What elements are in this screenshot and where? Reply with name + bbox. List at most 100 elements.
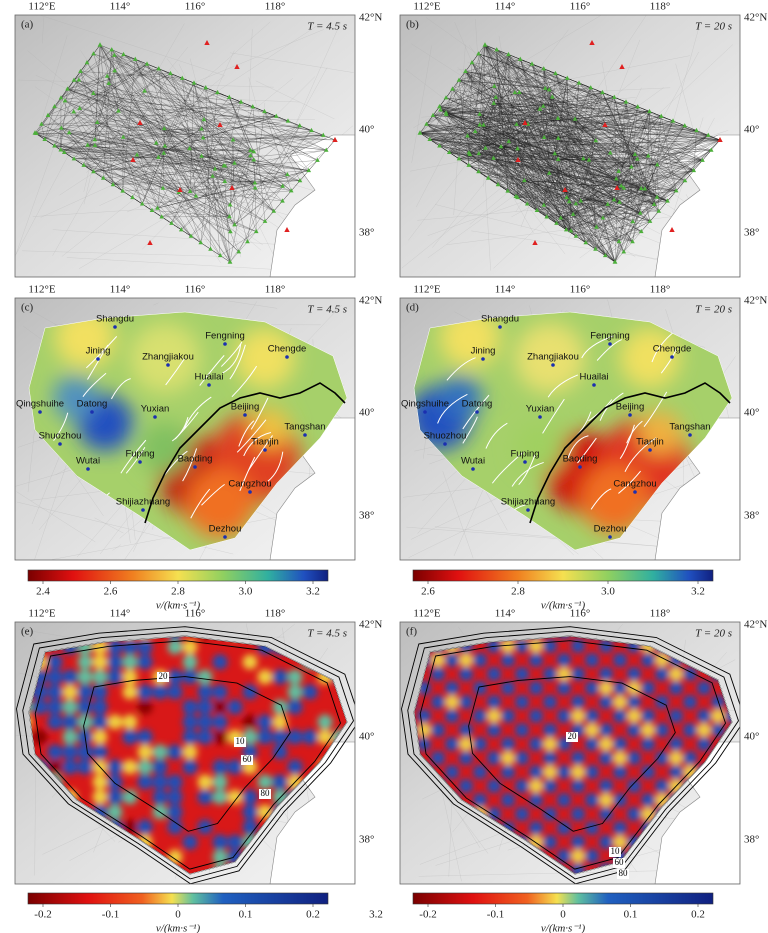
station xyxy=(621,249,627,254)
ray-path xyxy=(578,82,636,155)
blob xyxy=(212,729,228,745)
station xyxy=(248,147,253,153)
ray-path xyxy=(36,133,324,136)
blob xyxy=(613,681,627,695)
blob xyxy=(557,821,571,835)
station xyxy=(481,122,486,127)
ray-path xyxy=(602,92,645,189)
city-label: Beijing xyxy=(616,402,645,413)
blob xyxy=(152,789,168,805)
ray-path xyxy=(471,62,556,74)
blob xyxy=(571,751,585,765)
blob xyxy=(130,323,200,393)
ray-path xyxy=(484,44,516,93)
station xyxy=(491,100,497,105)
station xyxy=(673,188,679,193)
ray-path xyxy=(440,109,502,147)
blob xyxy=(627,723,641,737)
ray-path xyxy=(514,87,591,93)
ray-path xyxy=(34,132,230,217)
ray-path xyxy=(465,71,550,90)
fault xyxy=(581,335,614,359)
period-label: T = 4.5 s xyxy=(307,628,347,640)
blob xyxy=(571,779,585,793)
blob xyxy=(543,779,557,793)
city-label: Dezhou xyxy=(594,524,627,535)
colorbar-title: v/(km·s⁻¹) xyxy=(156,600,201,612)
ray-path xyxy=(632,188,642,242)
blob xyxy=(182,699,198,715)
ray-path xyxy=(97,122,327,151)
ray-path xyxy=(64,100,255,184)
blob xyxy=(272,729,288,745)
ridge xyxy=(126,154,264,213)
station xyxy=(159,214,165,219)
station-red xyxy=(717,137,723,142)
station-red xyxy=(669,227,675,232)
ray-path xyxy=(588,160,597,228)
ray-path xyxy=(67,88,239,252)
ray-path xyxy=(465,71,638,107)
station-red xyxy=(130,157,136,162)
colorbar-tick-label: 0.2 xyxy=(691,909,705,921)
station xyxy=(106,80,112,86)
lon-tick-label: 116° xyxy=(570,1,591,13)
ridge xyxy=(255,80,335,120)
blob xyxy=(62,744,78,760)
station xyxy=(568,228,574,233)
station xyxy=(52,143,57,148)
period-label: T = 20 s xyxy=(695,304,732,316)
fault xyxy=(618,470,641,494)
station xyxy=(222,178,228,184)
ray-path xyxy=(69,125,300,133)
ray-path xyxy=(60,97,114,185)
blob xyxy=(242,729,258,745)
ray-path xyxy=(515,196,603,219)
ray-path xyxy=(543,96,553,138)
map-body xyxy=(15,15,355,277)
ray-path xyxy=(79,108,254,152)
station xyxy=(605,201,610,206)
ray-path xyxy=(47,68,159,116)
ray-path xyxy=(507,137,545,192)
ray-path xyxy=(419,101,627,134)
station xyxy=(215,89,220,95)
blob xyxy=(638,411,682,455)
station xyxy=(570,211,576,216)
ray-path xyxy=(108,83,235,164)
ray-path xyxy=(54,101,242,147)
city-dot xyxy=(481,357,485,361)
station xyxy=(262,108,267,114)
blob xyxy=(212,714,228,730)
blob xyxy=(272,669,288,685)
fault xyxy=(165,357,186,386)
station xyxy=(691,167,697,173)
blob xyxy=(137,684,153,700)
station xyxy=(611,197,617,202)
station xyxy=(132,56,138,61)
ray-path xyxy=(493,158,616,263)
ray-path xyxy=(93,149,327,172)
lon-tick-label: 112°E xyxy=(28,284,55,296)
ray-path xyxy=(60,128,62,150)
station xyxy=(437,104,442,109)
station xyxy=(465,133,470,138)
blob xyxy=(107,789,123,805)
ray-path xyxy=(494,86,517,197)
ray-path xyxy=(614,120,674,263)
blob xyxy=(473,737,487,751)
station xyxy=(515,146,520,151)
blob xyxy=(515,667,529,681)
blob xyxy=(182,729,198,745)
blob xyxy=(197,669,213,685)
contour xyxy=(16,626,355,884)
city-dot xyxy=(58,442,62,446)
colorbar-tick-label: -0.1 xyxy=(102,909,119,921)
ray-path xyxy=(36,133,179,193)
station xyxy=(97,42,103,47)
station xyxy=(541,66,547,71)
city-dot xyxy=(538,415,542,419)
station xyxy=(446,149,452,154)
ray-path xyxy=(570,212,641,232)
fault xyxy=(590,488,612,510)
